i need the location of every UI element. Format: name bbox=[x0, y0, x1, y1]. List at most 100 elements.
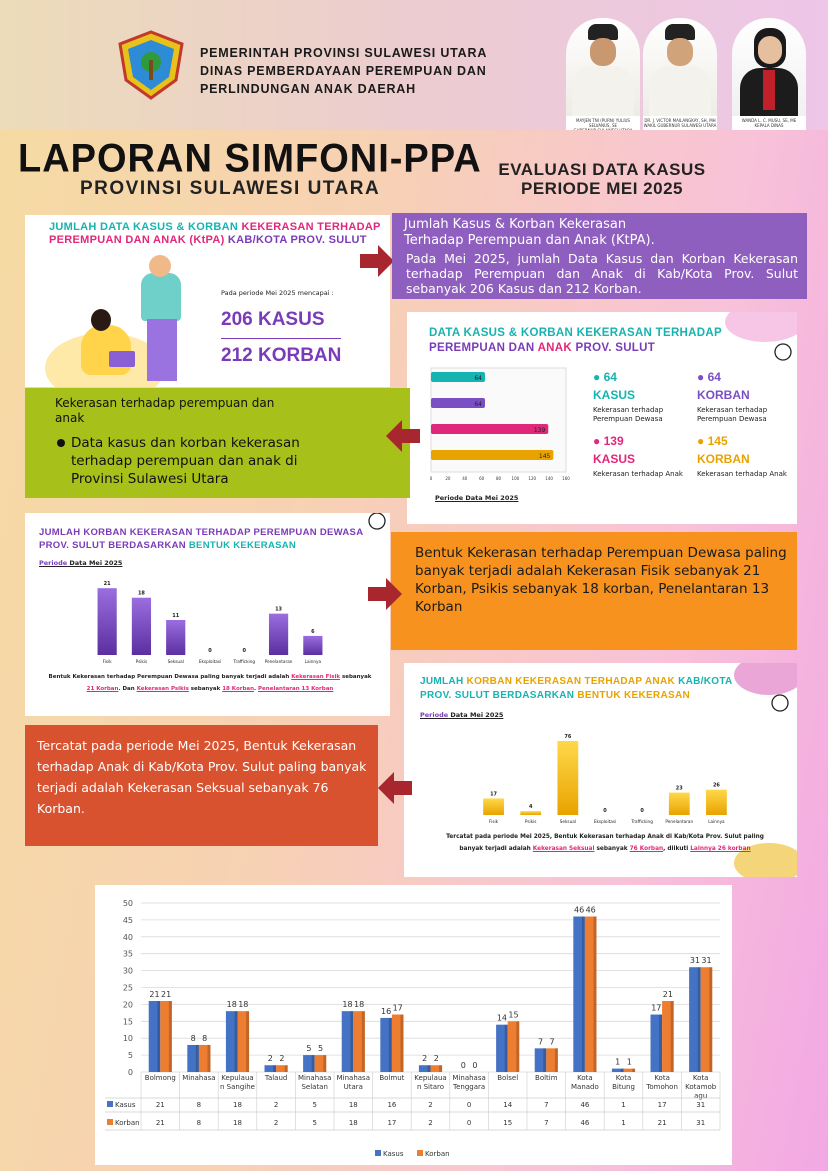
category-label: Talaud bbox=[264, 1074, 288, 1082]
illustration-man bbox=[141, 273, 181, 321]
bar-shade bbox=[427, 1065, 431, 1072]
bar-value-label: 18 bbox=[354, 1000, 364, 1009]
bar-value-label: 7 bbox=[550, 1037, 555, 1046]
stat-number: ● 64 bbox=[593, 370, 688, 384]
category-label: Psikis bbox=[136, 659, 148, 664]
category-label: Kota bbox=[693, 1074, 709, 1082]
bullet-icon bbox=[57, 439, 65, 447]
table-cell: 2 bbox=[274, 1119, 278, 1127]
summary-box-totals: Jumlah Kasus & Korban Kekerasan Terhadap… bbox=[392, 213, 807, 299]
legend-swatch bbox=[107, 1101, 113, 1107]
bar-value-label: 0 bbox=[461, 1061, 466, 1070]
evaluation-title: EVALUASI DATA KASUS PERIODE MEI 2025 bbox=[474, 160, 730, 198]
summary-box-women: Bentuk Kekerasan terhadap Perempuan Dewa… bbox=[391, 532, 797, 650]
card1-korban: 212 KORBAN bbox=[221, 345, 342, 366]
circle-outline-icon bbox=[774, 343, 792, 361]
bar bbox=[496, 1024, 508, 1072]
card-child-violence-types: JUMLAH KORBAN KEKERASAN TERHADAP ANAK KA… bbox=[404, 663, 797, 877]
bar bbox=[264, 1065, 277, 1072]
category-label: Kepulaua bbox=[221, 1074, 253, 1082]
bar bbox=[198, 1044, 211, 1072]
box1-title-1: Jumlah Kasus & Korban Kekerasan bbox=[404, 217, 627, 232]
dot-icon: ● bbox=[593, 370, 601, 384]
divider bbox=[221, 338, 341, 339]
bar-value-label: 0 bbox=[603, 808, 607, 814]
bar bbox=[276, 1065, 288, 1072]
bar-shade bbox=[554, 1048, 558, 1072]
bar-value-label: 46 bbox=[574, 906, 584, 915]
category-label: Bolmong bbox=[145, 1074, 176, 1082]
stat-number: ● 139 bbox=[593, 434, 688, 448]
bar bbox=[557, 740, 579, 815]
category-label: Minahasa bbox=[337, 1074, 370, 1082]
stat-desc: Kekerasan terhadap Anak bbox=[593, 470, 683, 478]
card-cases-victims: DATA KASUS & KORBAN KEKERASAN TERHADAP P… bbox=[407, 312, 797, 524]
bar-value-label: 7 bbox=[538, 1037, 543, 1046]
stat-value: 64 bbox=[603, 370, 617, 384]
bar-value-label: 18 bbox=[138, 591, 145, 597]
official-role: WAKIL GUBERNUR SULAWESI UTARA bbox=[643, 123, 717, 128]
category-label: Bitung bbox=[612, 1083, 635, 1091]
bar bbox=[650, 1014, 663, 1072]
stat-block: ● 145 KORBAN Kekerasan terhadap Anak bbox=[697, 434, 792, 479]
card2-title: DATA KASUS & KORBAN KEKERASAN TERHADAP P… bbox=[429, 327, 722, 354]
official-role: GUBERNUR SULAWESI UTARA bbox=[566, 128, 640, 130]
bar bbox=[131, 597, 152, 655]
table-cell: 18 bbox=[349, 1119, 358, 1127]
bar-shade bbox=[400, 1014, 404, 1072]
y-tick-label: 45 bbox=[123, 916, 133, 925]
bar bbox=[341, 1011, 354, 1072]
bar-value-label: 26 bbox=[713, 783, 720, 789]
table-cell: 2 bbox=[274, 1101, 278, 1109]
bar bbox=[303, 635, 323, 655]
table-cell: 15 bbox=[503, 1119, 512, 1127]
bar bbox=[160, 1001, 172, 1072]
card3-title: JUMLAH KORBAN KEKERASAN TERHADAP PEREMPU… bbox=[39, 527, 364, 551]
table-cell: 46 bbox=[580, 1119, 589, 1127]
bar-value-label: 18 bbox=[342, 1000, 352, 1009]
category-label: Eksploitasi bbox=[199, 659, 221, 664]
card4-period: Periode Data Mei 2025 bbox=[420, 711, 504, 719]
bar bbox=[303, 1055, 315, 1072]
category-label: Fisik bbox=[489, 819, 499, 824]
bar-shade bbox=[388, 1017, 392, 1072]
bar-shade bbox=[543, 1048, 547, 1072]
stat-value: 145 bbox=[707, 434, 728, 448]
bar-shade bbox=[697, 967, 701, 1072]
province-emblem-icon bbox=[118, 30, 184, 100]
box2-bullet: Data kasus dan korban kekerasan terhadap… bbox=[71, 435, 300, 487]
category-label: Tenggara bbox=[452, 1083, 485, 1091]
bar-value-label: 16 bbox=[381, 1007, 391, 1016]
table-cell: 5 bbox=[312, 1101, 316, 1109]
category-label: Eksploitasi bbox=[594, 819, 616, 824]
bar bbox=[431, 424, 549, 434]
table-cell: 1 bbox=[621, 1101, 625, 1109]
bar bbox=[431, 398, 485, 408]
bar-shade bbox=[593, 916, 597, 1072]
laptop-icon bbox=[109, 351, 135, 367]
table-cell: 14 bbox=[503, 1101, 512, 1109]
bar bbox=[431, 372, 485, 382]
bar bbox=[623, 1068, 636, 1072]
bar-value-label: 2 bbox=[268, 1054, 273, 1063]
card1-title: JUMLAH DATA KASUS & KORBAN KEKERASAN TER… bbox=[49, 221, 381, 246]
regency-bar-chart: 0510152025303540455021818251816201474611… bbox=[105, 899, 721, 1158]
bar-value-label: 17 bbox=[651, 1004, 661, 1013]
category-label: Psikis bbox=[525, 819, 537, 824]
category-label: Minahasa bbox=[182, 1074, 215, 1082]
legend-swatch bbox=[417, 1150, 423, 1156]
table-cell: 0 bbox=[467, 1101, 471, 1109]
legend-swatch bbox=[375, 1150, 381, 1156]
bar-value-label: 17 bbox=[393, 1004, 403, 1013]
bar-value-label: 0 bbox=[640, 808, 644, 814]
category-label: Penelantaran bbox=[665, 819, 693, 824]
bar bbox=[573, 916, 585, 1072]
bar-shade bbox=[284, 1065, 288, 1072]
y-tick-label: 25 bbox=[123, 984, 133, 993]
bar-value-label: 8 bbox=[191, 1034, 196, 1043]
table-cell: 46 bbox=[580, 1101, 589, 1109]
dot-icon: ● bbox=[697, 370, 705, 384]
bar bbox=[418, 1065, 431, 1072]
category-label: Lainnya bbox=[708, 819, 725, 824]
card4-title: JUMLAH KORBAN KEKERASAN TERHADAP ANAK KA… bbox=[420, 676, 733, 701]
